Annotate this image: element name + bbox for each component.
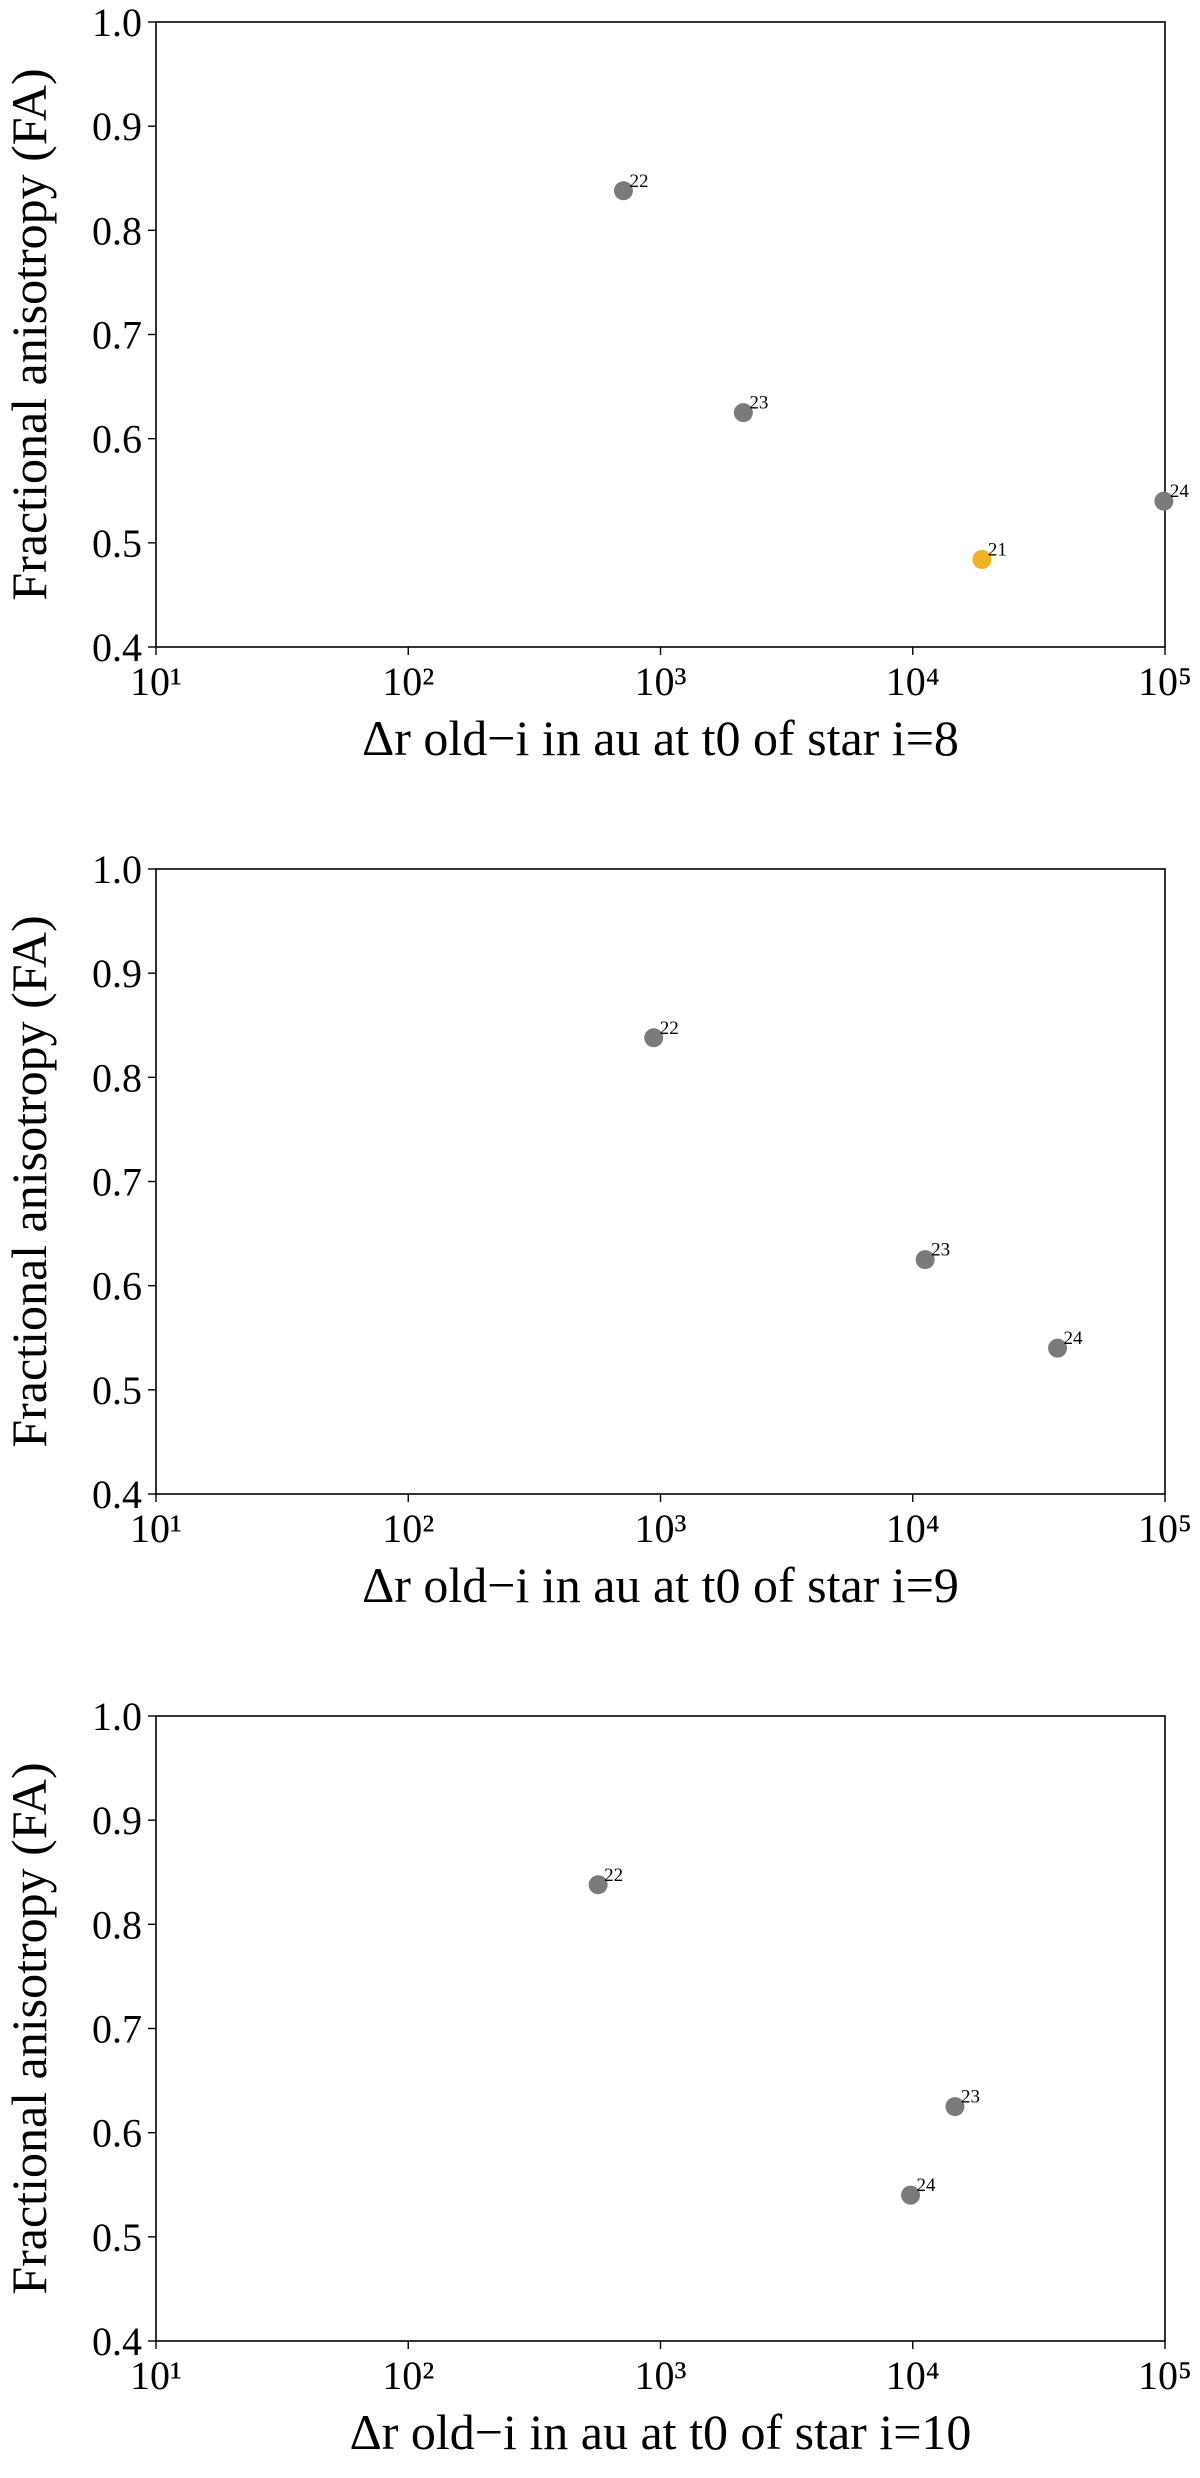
x-tick-label: 10³ xyxy=(635,1506,687,1551)
y-tick-label: 1.0 xyxy=(92,0,142,45)
x-tick-label: 10² xyxy=(382,1506,434,1551)
y-tick-label: 0.4 xyxy=(92,2319,142,2364)
x-tick-label: 10² xyxy=(382,2353,434,2398)
y-tick-label: 0.6 xyxy=(92,417,142,462)
point xyxy=(972,550,992,569)
x-tick-label: 10⁵ xyxy=(1138,1506,1192,1551)
point-label: 22 xyxy=(629,171,648,192)
point-label: 23 xyxy=(931,1240,950,1261)
y-tick-label: 0.7 xyxy=(92,2007,142,2052)
y-tick-label: 0.9 xyxy=(92,1798,142,1843)
y-tick-label: 0.9 xyxy=(92,104,142,149)
x-tick-label: 10⁴ xyxy=(886,1506,940,1551)
point xyxy=(945,2097,965,2117)
point-label: 23 xyxy=(749,393,768,414)
point xyxy=(733,403,753,423)
y-tick-label: 0.8 xyxy=(92,1055,142,1100)
point xyxy=(915,1250,935,1270)
y-tick-label: 0.5 xyxy=(92,1368,142,1413)
x-tick-label: 10¹ xyxy=(130,2353,182,2398)
point-label: 24 xyxy=(917,2175,937,2196)
point-label: 21 xyxy=(988,540,1007,561)
x-tick-label: 10³ xyxy=(635,659,687,704)
x-axis-label: Δr old−i in au at t0 of star i=9 xyxy=(362,1557,959,1613)
plot-frame xyxy=(155,868,1166,1495)
x-tick-label: 10⁴ xyxy=(886,2353,940,2398)
point-label: 23 xyxy=(961,2087,980,2108)
x-tick-label: 10¹ xyxy=(130,1506,182,1551)
y-tick-label: 0.8 xyxy=(92,208,142,253)
y-tick-label: 0.4 xyxy=(92,1472,142,1517)
point xyxy=(1048,1338,1068,1358)
y-tick-label: 0.8 xyxy=(92,1902,142,1947)
y-tick-label: 0.9 xyxy=(92,951,142,996)
plot-frame xyxy=(155,1715,1166,2342)
point xyxy=(644,1028,664,1048)
x-tick-label: 10² xyxy=(382,659,434,704)
y-tick-label: 0.6 xyxy=(92,1264,142,1309)
y-tick-label: 0.6 xyxy=(92,2111,142,2156)
x-tick-label: 10⁵ xyxy=(1138,659,1192,704)
y-tick-label: 1.0 xyxy=(92,847,142,892)
x-tick-label: 10¹ xyxy=(130,659,182,704)
y-tick-label: 0.5 xyxy=(92,2215,142,2260)
point xyxy=(901,2185,921,2205)
y-axis-label: Fractional anisotropy (FA) xyxy=(1,1762,57,2294)
x-axis-label: Δr old−i in au at t0 of star i=10 xyxy=(350,2404,972,2460)
y-tick-label: 0.5 xyxy=(92,521,142,566)
point-label: 24 xyxy=(1170,481,1190,502)
point xyxy=(588,1875,608,1895)
y-tick-label: 1.0 xyxy=(92,1694,142,1739)
x-tick-label: 10⁴ xyxy=(886,659,940,704)
point xyxy=(613,181,633,201)
y-tick-label: 0.7 xyxy=(92,313,142,358)
y-tick-label: 0.7 xyxy=(92,1160,142,1205)
x-axis-label: Δr old−i in au at t0 of star i=8 xyxy=(362,710,959,766)
y-tick-label: 0.4 xyxy=(92,625,142,670)
x-tick-label: 10⁵ xyxy=(1138,2353,1192,2398)
point-label: 22 xyxy=(660,1018,679,1039)
y-axis-label: Fractional anisotropy (FA) xyxy=(1,68,57,600)
point-label: 22 xyxy=(604,1865,623,1886)
point xyxy=(1154,491,1174,511)
y-axis-label: Fractional anisotropy (FA) xyxy=(1,915,57,1447)
point-label: 24 xyxy=(1064,1328,1084,1349)
x-tick-label: 10³ xyxy=(635,2353,687,2398)
plot-frame xyxy=(155,21,1166,648)
